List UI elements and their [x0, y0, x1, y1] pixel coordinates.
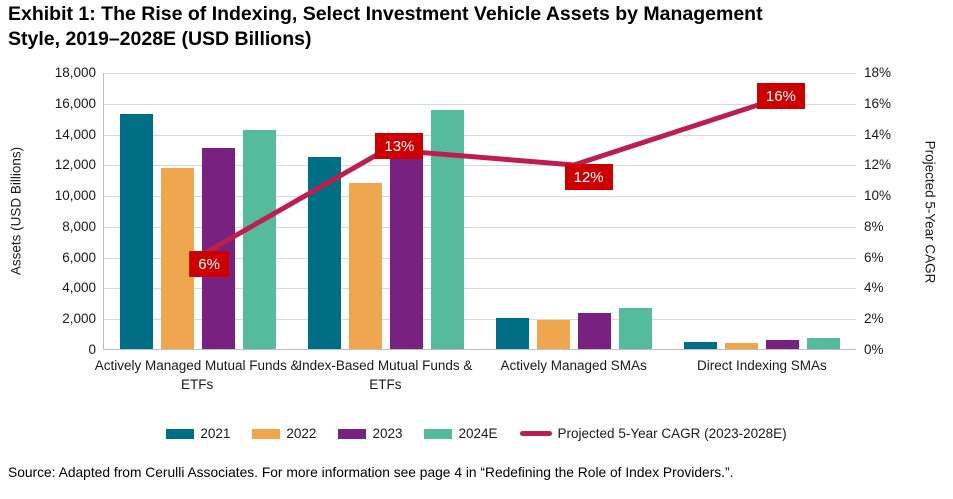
- right-tick-label: 4%: [864, 280, 884, 296]
- bar-group: [104, 73, 292, 349]
- bar-2024e: [619, 308, 652, 349]
- category-label: Actively Managed Mutual Funds & ETFs: [94, 358, 300, 392]
- gridline: [104, 319, 856, 321]
- bar-2023: [202, 148, 235, 349]
- gridline: [104, 73, 856, 74]
- legend-swatch-icon: [338, 428, 367, 439]
- right-tick-label: 10%: [864, 188, 892, 204]
- category-label: Direct Indexing SMAs: [696, 358, 827, 373]
- bar-group: [668, 73, 856, 349]
- exhibit-title-line-2: Style, 2019–2028E (USD Billions): [8, 28, 312, 51]
- legend-line-icon: [519, 431, 552, 436]
- cagr-line: [196, 101, 763, 260]
- bar-2022: [725, 342, 758, 349]
- bar-2024e: [243, 129, 276, 349]
- cagr-value-label: 6%: [189, 250, 229, 277]
- right-tick-label: 16%: [864, 95, 892, 111]
- gridline: [104, 257, 856, 259]
- bar-2024e: [807, 338, 840, 349]
- legend-label: 2024E: [458, 426, 498, 441]
- right-tick-label: 12%: [864, 157, 892, 173]
- bar-group: [480, 73, 668, 349]
- category-label: Actively Managed SMAs: [500, 358, 647, 373]
- bar-2021: [496, 318, 529, 349]
- bar-2022: [161, 168, 194, 349]
- bar-2024e: [431, 109, 464, 349]
- gridline: [104, 134, 856, 136]
- plot-area: 6% 13% 12% 16%: [103, 73, 856, 350]
- left-tick-label: 18,000: [54, 65, 96, 80]
- legend-label: 2021: [200, 426, 231, 441]
- left-tick-label: 8,000: [62, 218, 96, 234]
- category-label: Index-Based Mutual Funds & ETFs: [298, 358, 473, 392]
- bar-2022: [349, 182, 382, 349]
- left-tick-label: 12,000: [54, 157, 96, 173]
- legend-swatch-icon: [166, 428, 195, 439]
- right-tick-label: 14%: [864, 126, 892, 142]
- legend-swatch-icon: [252, 428, 281, 439]
- cagr-value-label: 13%: [375, 132, 424, 159]
- bar-2022: [537, 319, 570, 349]
- right-tick-label: 8%: [864, 218, 884, 234]
- left-tick-label: 10,000: [54, 188, 96, 204]
- bar-2023: [766, 339, 799, 349]
- bar-2023: [390, 145, 423, 349]
- left-tick-label: 4,000: [62, 280, 96, 296]
- right-tick-label: 6%: [864, 249, 884, 265]
- right-axis-title: Projected 5-Year CAGR: [922, 140, 938, 284]
- legend-label: 2022: [286, 426, 317, 441]
- left-axis-title: Assets (USD Billions): [8, 146, 24, 276]
- right-tick-label: 2%: [864, 311, 884, 327]
- legend-swatch-icon: [424, 428, 453, 439]
- left-tick-label: 6,000: [62, 249, 96, 265]
- legend-item-cagr: Projected 5-Year CAGR (2023-2028E): [519, 426, 787, 441]
- legend-label: Projected 5-Year CAGR (2023-2028E): [557, 426, 787, 441]
- exhibit-title-line-1: Exhibit 1: The Rise of Indexing, Select …: [8, 3, 763, 25]
- exhibit-title: Exhibit 1: The Rise of Indexing, Select …: [8, 2, 953, 53]
- gridline: [104, 288, 856, 290]
- right-tick-label: 0%: [864, 342, 884, 357]
- left-tick-label: 16,000: [54, 95, 96, 111]
- legend-item-2024e: 2024E: [424, 426, 498, 441]
- legend-item-2022: 2022: [252, 426, 316, 441]
- bar-2023: [578, 312, 611, 349]
- gridline: [104, 103, 856, 105]
- gridline: [104, 196, 856, 198]
- gridline: [104, 226, 856, 228]
- source-note: Source: Adapted from Cerulli Associates.…: [8, 465, 734, 480]
- legend-item-2021: 2021: [166, 426, 230, 441]
- legend-item-2023: 2023: [338, 426, 402, 441]
- left-tick-label: 2,000: [62, 311, 96, 327]
- cagr-value-label: 12%: [564, 164, 613, 191]
- bar-2021: [684, 341, 717, 349]
- right-tick-label: 18%: [864, 65, 892, 80]
- gridline: [104, 165, 856, 167]
- cagr-value-label: 16%: [756, 82, 805, 109]
- left-tick-label: 0: [88, 342, 96, 357]
- legend-label: 2023: [372, 426, 403, 441]
- cagr-polyline: [196, 101, 763, 260]
- legend: 2021 2022 2023 2024E Projected 5-Year CAGR (…: [0, 426, 953, 441]
- left-tick-label: 14,000: [54, 126, 96, 142]
- bar-2021: [120, 114, 153, 349]
